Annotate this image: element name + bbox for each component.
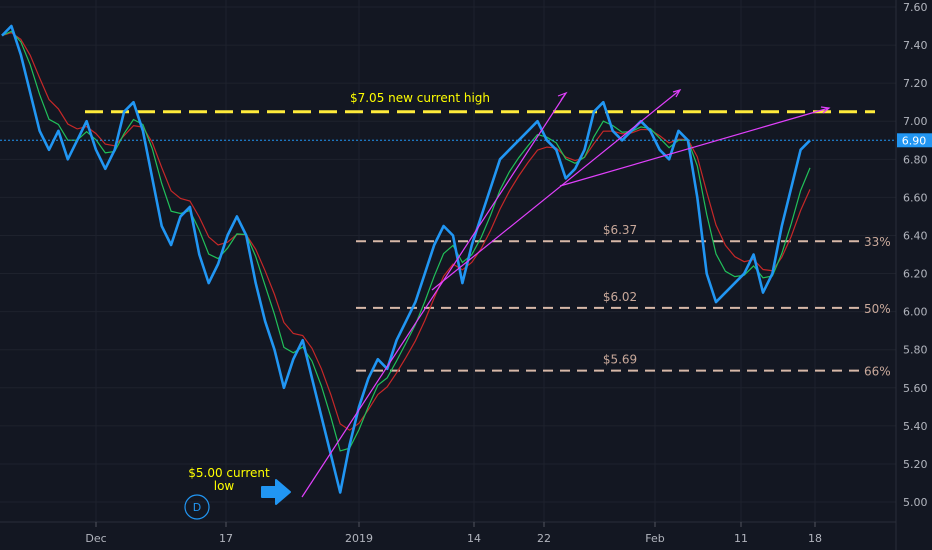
y-tick-label: 5.00 xyxy=(903,496,928,509)
y-tick-label: 6.00 xyxy=(903,306,928,319)
resistance-label: $7.05 new current high xyxy=(350,91,490,105)
y-tick-label: 7.60 xyxy=(903,1,928,14)
trendline-secondary-arrow xyxy=(672,89,682,98)
trendline-support[interactable] xyxy=(559,107,830,187)
y-tick-label: 7.20 xyxy=(903,77,928,90)
arrow-right-icon xyxy=(261,479,291,505)
trendlines[interactable] xyxy=(301,89,831,498)
x-axis-ticks: Dec 17 2019 14 22 Feb 11 18 xyxy=(85,522,822,545)
y-tick-label: 6.60 xyxy=(903,191,928,204)
y-tick-label: 5.20 xyxy=(903,458,928,471)
y-tick-label: 6.80 xyxy=(903,153,928,166)
x-tick-label: 17 xyxy=(219,532,233,545)
low-label-line1: $5.00 current xyxy=(188,466,270,480)
trendline-main[interactable] xyxy=(301,92,567,498)
fib-percent-label: 33% xyxy=(864,235,891,249)
chart-grid xyxy=(0,0,896,522)
y-tick-label: 7.00 xyxy=(903,115,928,128)
x-tick-label: 2019 xyxy=(345,532,373,545)
fib-price-label: $6.37 xyxy=(603,223,637,237)
interval-badge[interactable]: D xyxy=(184,494,210,520)
y-tick-label: 5.40 xyxy=(903,420,928,433)
fib-percent-label: 50% xyxy=(864,302,891,316)
x-tick-label: 22 xyxy=(537,532,551,545)
x-tick-label: Dec xyxy=(85,532,106,545)
x-tick-label: Feb xyxy=(645,532,664,545)
price-line[interactable] xyxy=(1,24,811,494)
last-price-label: 6.90 xyxy=(902,134,927,147)
x-tick-label: 11 xyxy=(734,532,748,545)
low-label-line2: low xyxy=(214,479,235,493)
interval-badge-circle xyxy=(184,494,210,520)
x-tick-label: 14 xyxy=(467,532,481,545)
trendline-main-arrow xyxy=(557,91,568,101)
trendline-support-arrow xyxy=(820,106,831,114)
interval-badge-label: D xyxy=(193,501,201,514)
x-tick-label: 18 xyxy=(808,532,822,545)
fib-price-label: $6.02 xyxy=(603,290,637,304)
fib-percent-label: 66% xyxy=(864,365,891,379)
trendline-secondary[interactable] xyxy=(431,89,681,291)
y-tick-label: 5.60 xyxy=(903,382,928,395)
y-tick-label: 7.40 xyxy=(903,39,928,52)
y-tick-label: 6.20 xyxy=(903,268,928,281)
y-tick-label: 6.40 xyxy=(903,229,928,242)
y-tick-label: 5.80 xyxy=(903,344,928,357)
fib-levels: $6.37 33% $6.02 50% $5.69 66% xyxy=(356,223,891,379)
last-price-badge xyxy=(897,133,932,148)
y-axis-ticks: 7.60 7.40 7.20 7.00 6.80 6.60 6.40 6.20 6.00 5.80… xyxy=(903,1,928,509)
fib-price-label: $5.69 xyxy=(603,353,637,367)
